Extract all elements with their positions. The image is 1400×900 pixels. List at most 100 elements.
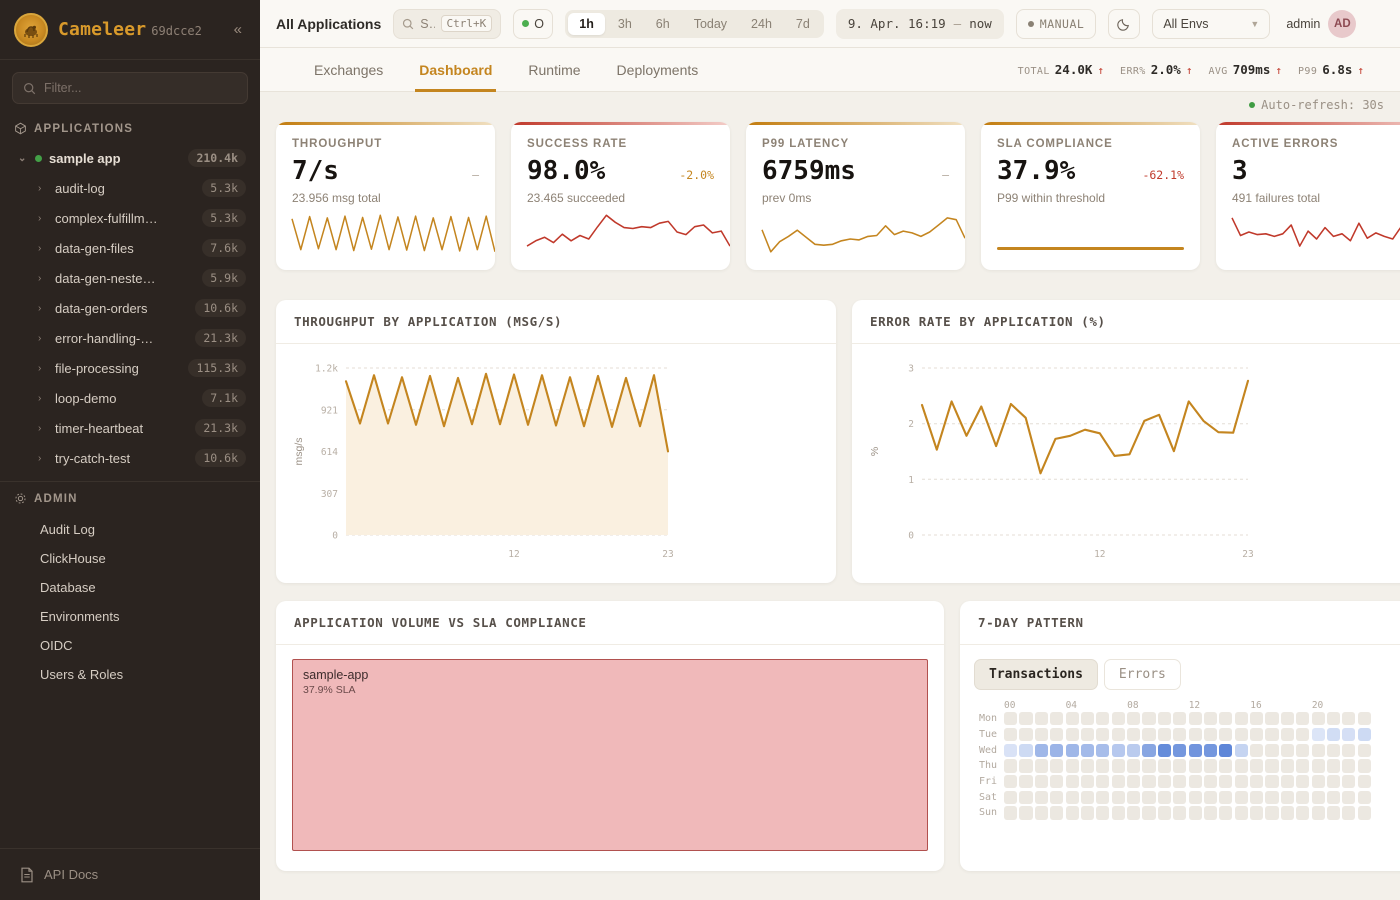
heatmap-cell[interactable] [1173,806,1187,820]
heatmap-cell[interactable] [1203,775,1218,789]
api-docs-link[interactable]: API Docs [0,848,260,900]
heatmap-cell[interactable] [1004,775,1018,789]
heatmap-cell[interactable] [1157,712,1171,726]
heatmap-cell[interactable] [1080,727,1095,742]
heatmap-cell[interactable] [1050,743,1064,757]
heatmap-cell[interactable] [1127,790,1141,804]
heatmap-cell[interactable] [1311,743,1325,757]
heatmap-cell[interactable] [1065,759,1079,773]
heatmap-cell[interactable] [1065,790,1079,804]
heatmap-cell[interactable] [1004,743,1018,757]
heatmap-cell[interactable] [1142,712,1156,726]
admin-item-audit-log[interactable]: Audit Log [40,522,95,537]
heatmap-cell[interactable] [1111,743,1125,757]
heatmap-cell[interactable] [1250,806,1264,820]
heatmap-cell[interactable] [1219,759,1233,773]
heatmap-cell[interactable] [1342,759,1356,773]
heatmap-cell[interactable] [1311,775,1325,789]
heatmap-cell[interactable] [1311,759,1325,773]
heatmap-cell[interactable] [1065,806,1079,820]
heatmap-cell[interactable] [1111,712,1125,726]
admin-item-oidc[interactable]: OIDC [40,638,73,653]
heatmap-cell[interactable] [1342,790,1356,804]
heatmap-cell[interactable] [1357,743,1371,757]
heatmap-cell[interactable] [1357,759,1371,773]
heatmap-cell[interactable] [1096,759,1110,773]
heatmap-cell[interactable] [1250,759,1264,773]
heatmap-cell[interactable] [1157,759,1171,773]
sidebar-item-data-gen-files[interactable]: › data-gen-files 7.6k [8,233,252,263]
heatmap-cell[interactable] [1142,806,1156,820]
heatmap-cell[interactable] [1234,806,1248,820]
heatmap-cell[interactable] [1004,790,1018,804]
range-button-7d[interactable]: 7d [795,16,810,31]
heatmap-cell[interactable] [1203,712,1218,726]
heatmap-cell[interactable] [1280,759,1294,773]
heatmap-cell[interactable] [1096,775,1110,789]
heatmap-cell[interactable] [1050,712,1064,726]
heatmap-cell[interactable] [1127,712,1141,726]
heatmap-cell[interactable] [1203,790,1218,804]
sidebar-item-error-handling-[interactable]: › error-handling-… 21.3k [8,323,252,353]
heatmap-cell[interactable] [1250,727,1264,742]
heatmap-cell[interactable] [1265,775,1279,789]
heatmap-cell[interactable] [1296,727,1310,742]
range-button-6h[interactable]: 6h [655,16,670,31]
admin-item-clickhouse[interactable]: ClickHouse [40,551,106,566]
heatmap-cell[interactable] [1004,712,1018,726]
heatmap-cell[interactable] [1219,806,1233,820]
heatmap-cell[interactable] [1019,743,1033,757]
throughput-chart[interactable]: 0 307 614 921 1.2k 12 23 msg/s [276,344,836,583]
sidebar-item-data-gen-neste-[interactable]: › data-gen-neste… 5.9k [8,263,252,293]
heatmap-cell[interactable] [1065,775,1079,789]
heatmap-cell[interactable] [1219,712,1233,726]
tab-dashboard[interactable]: Dashboard [401,48,510,92]
tree-root-sample-app[interactable]: ⌄ sample app 210.4k [8,143,252,173]
time-range-display[interactable]: 9. Apr. 16:19 – now [835,8,1004,39]
heatmap-cell[interactable] [1342,743,1356,757]
heatmap-cell[interactable] [1096,743,1110,757]
heatmap-cell[interactable] [1280,790,1294,804]
heatmap-cell[interactable] [1296,712,1310,726]
heatmap-cell[interactable] [1127,759,1141,773]
heatmap-cell[interactable] [1203,759,1218,773]
heatmap-cell[interactable] [1357,712,1371,726]
heatmap-cell[interactable] [1096,727,1110,742]
tab-exchanges[interactable]: Exchanges [314,61,384,78]
heatmap-cell[interactable] [1050,727,1064,742]
heatmap-cell[interactable] [1219,727,1233,742]
heatmap-cell[interactable] [1034,743,1048,757]
errorrate-chart[interactable]: 0 1 2 3 12 23% [852,344,1400,583]
heatmap-cell[interactable] [1357,775,1371,789]
heatmap-cell[interactable] [1127,743,1141,757]
heatmap-cell[interactable] [1188,775,1202,789]
heatmap-cell[interactable] [1034,727,1048,742]
heatmap-cell[interactable] [1234,712,1248,726]
heatmap-cell[interactable] [1080,712,1095,726]
heatmap-cell[interactable] [1096,712,1110,726]
global-search[interactable]: S… Ctrl+K [393,8,502,39]
heatmap-cell[interactable] [1050,759,1064,773]
heatmap-cell[interactable] [1311,806,1325,820]
heatmap-cell[interactable] [1157,743,1171,757]
heatmap-cell[interactable] [1173,712,1187,726]
tab-runtime[interactable]: Runtime [528,61,581,78]
heatmap-cell[interactable] [1004,759,1018,773]
heatmap-cell[interactable] [1203,806,1218,820]
heatmap-cell[interactable] [1096,790,1110,804]
sidebar-item-timer-heartbeat[interactable]: › timer-heartbeat 21.3k [8,413,252,443]
heatmap-cell[interactable] [1111,806,1125,820]
heatmap-cell[interactable] [1034,790,1048,804]
sidebar-item-data-gen-orders[interactable]: › data-gen-orders 10.6k [8,293,252,323]
heatmap-cell[interactable] [1019,775,1033,789]
heatmap-cell[interactable] [1342,727,1356,742]
heatmap-cell[interactable] [1326,806,1341,820]
heatmap-cell[interactable] [1080,775,1095,789]
heatmap-cell[interactable] [1250,790,1264,804]
admin-item-database[interactable]: Database [40,580,96,595]
heatmap-cell[interactable] [1219,775,1233,789]
heatmap-cell[interactable] [1188,712,1202,726]
heatmap-cell[interactable] [1080,790,1095,804]
heatmap-cell[interactable] [1019,790,1033,804]
heatmap-cell[interactable] [1357,727,1371,742]
